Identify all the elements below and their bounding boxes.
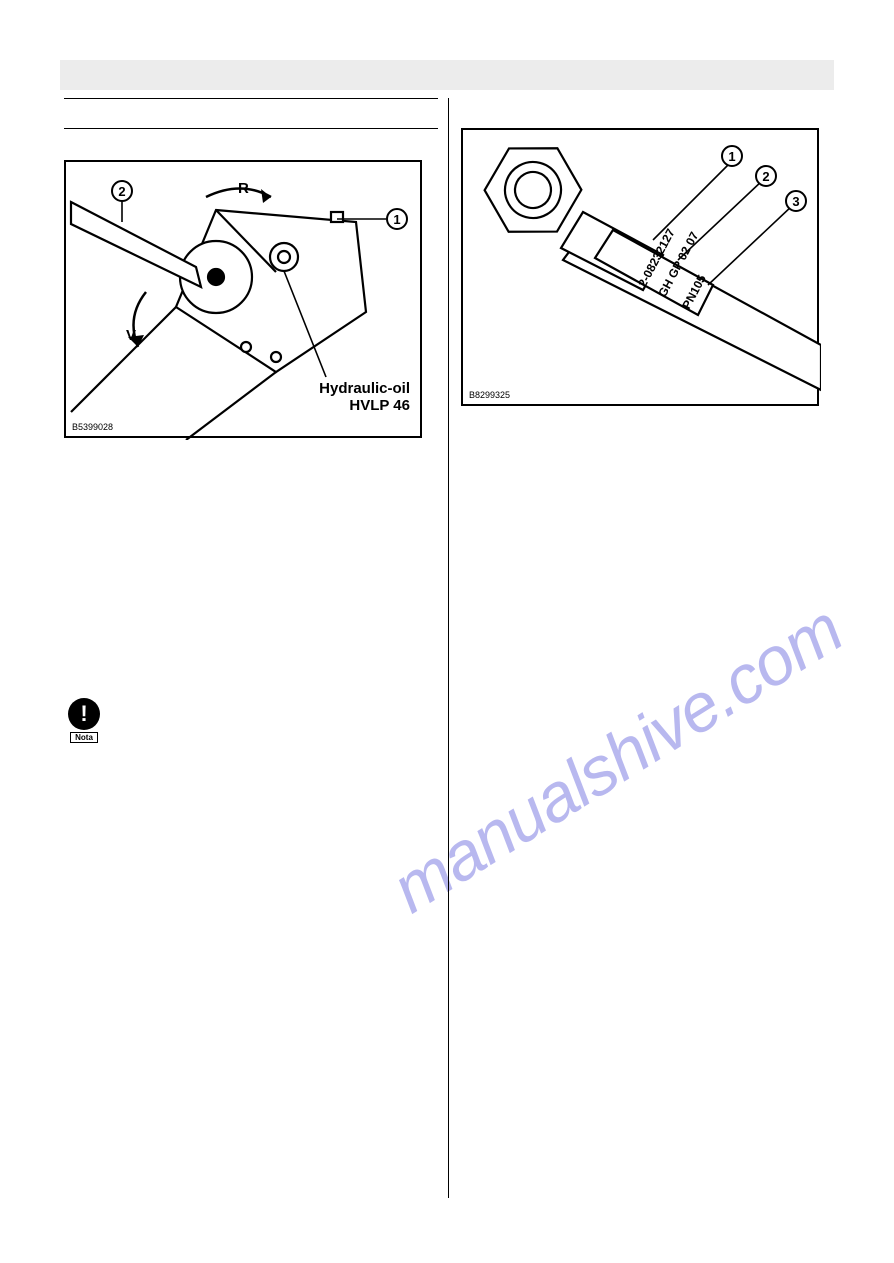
figure-right: 2-08232127 GH GP 02 07 PN105 1 2 3 B8299… xyxy=(461,128,819,406)
callout-1: 1 xyxy=(386,208,408,230)
arrow-label-v: V xyxy=(126,327,136,344)
callout-3: 3 xyxy=(785,190,807,212)
nota-label: Nota xyxy=(70,732,98,743)
callout-1: 1 xyxy=(721,145,743,167)
figure-left: 1 2 R V Hydraulic-oil HVLP 46 B5399028 xyxy=(64,160,422,438)
callout-2: 2 xyxy=(755,165,777,187)
arrow-label-r: R xyxy=(238,180,249,197)
callout-2: 2 xyxy=(111,180,133,202)
header-band xyxy=(60,60,834,90)
left-column: 1 2 R V Hydraulic-oil HVLP 46 B5399028 !… xyxy=(64,98,449,1198)
attention-bang: ! xyxy=(80,701,87,727)
nota-block: ! Nota xyxy=(64,698,104,743)
figure-id: B5399028 xyxy=(72,422,113,432)
attention-icon: ! xyxy=(68,698,100,730)
page: manualshive.com xyxy=(0,0,894,1263)
rule xyxy=(64,128,438,129)
columns-wrap: 1 2 R V Hydraulic-oil HVLP 46 B5399028 !… xyxy=(64,98,834,1198)
rule xyxy=(64,98,438,99)
figure-id: B8299325 xyxy=(469,390,510,400)
oil-label: Hydraulic-oil HVLP 46 xyxy=(319,380,410,415)
oil-label-line2: HVLP 46 xyxy=(319,397,410,414)
right-column: 2-08232127 GH GP 02 07 PN105 1 2 3 B8299… xyxy=(449,98,834,1198)
oil-label-line1: Hydraulic-oil xyxy=(319,380,410,397)
